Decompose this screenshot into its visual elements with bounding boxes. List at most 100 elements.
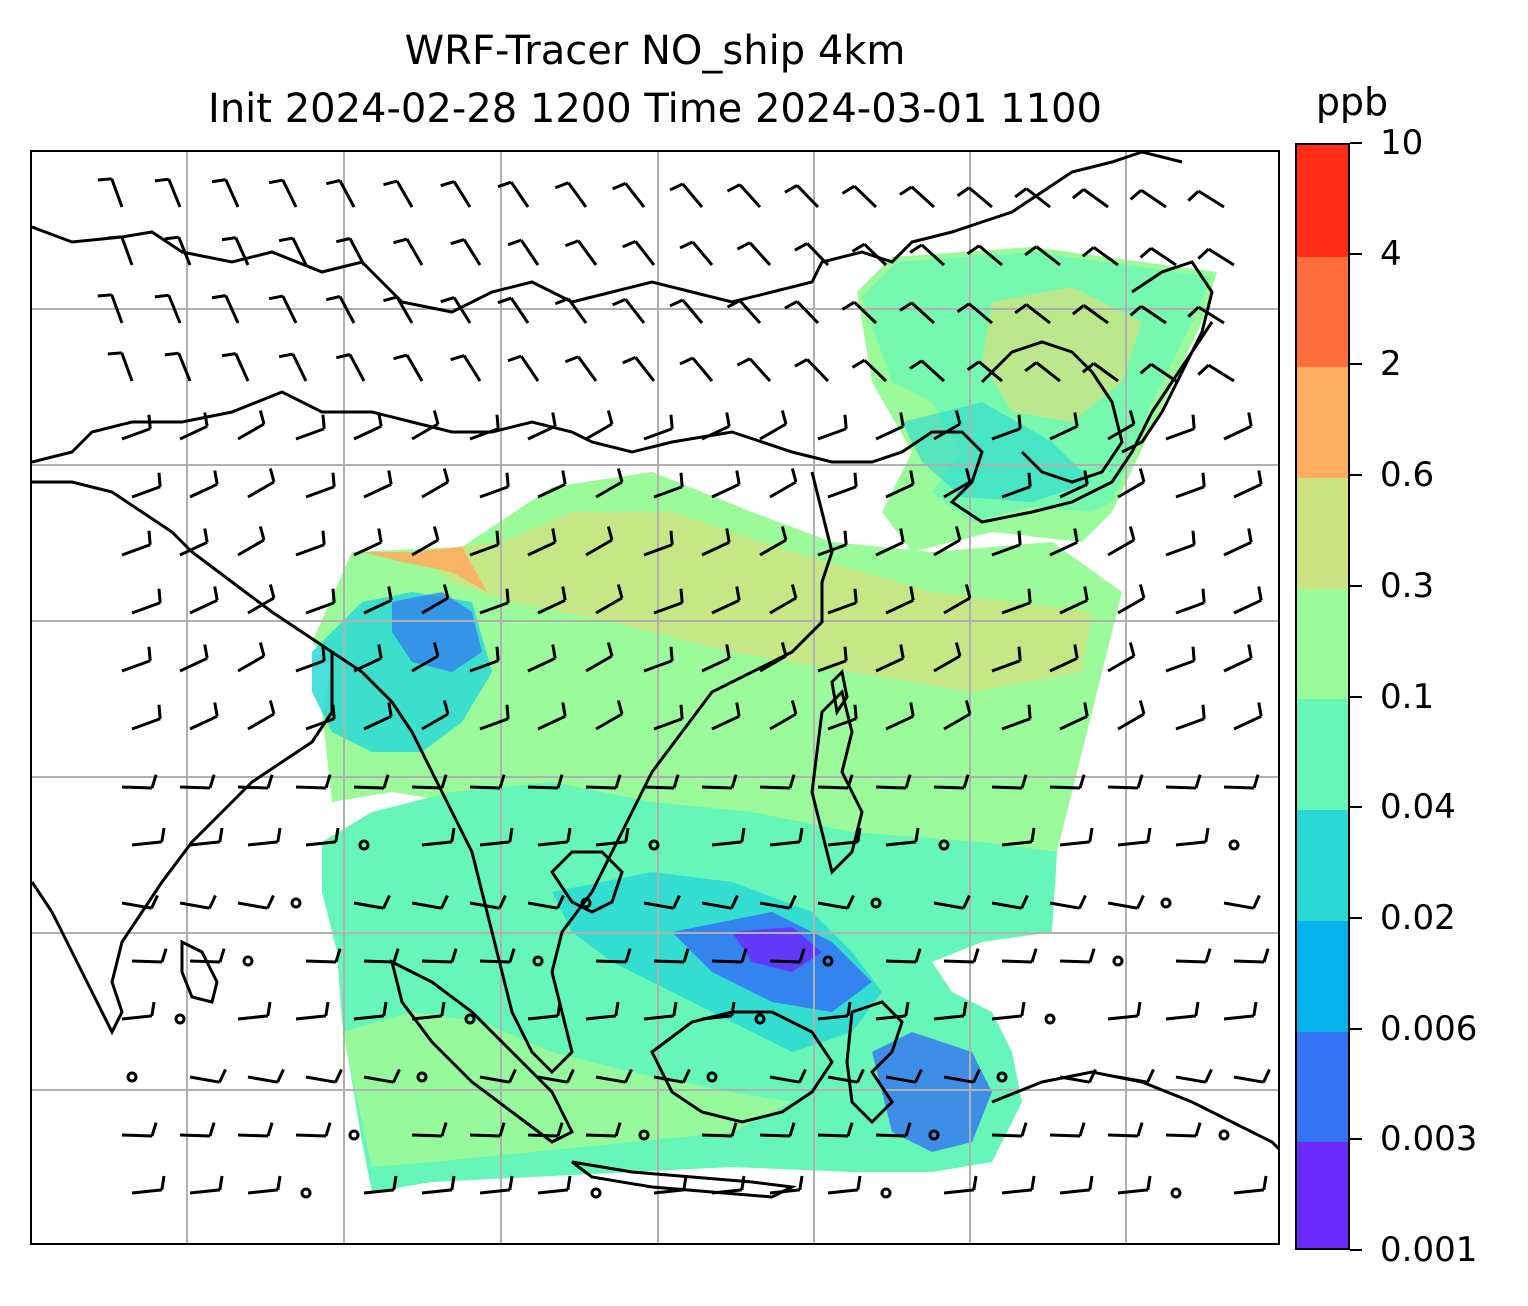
colorbar-tick xyxy=(1350,1027,1362,1030)
wind-barb-feather xyxy=(1194,1122,1202,1137)
wind-barb xyxy=(643,1014,674,1021)
tracer-band-central-core xyxy=(412,512,1092,692)
wind-barb-feather xyxy=(1139,363,1153,375)
coastline-newguinea xyxy=(991,1070,1278,1151)
wind-barb-feather xyxy=(154,293,169,299)
wind-barb-feather xyxy=(147,414,152,429)
wind-barb-feather xyxy=(1020,774,1028,789)
wind-barb-feather xyxy=(377,528,383,543)
wind-barb-feather xyxy=(669,646,674,661)
wind-barb xyxy=(452,296,472,324)
wind-barb-feather xyxy=(442,468,450,483)
wind-barb-feather xyxy=(784,184,798,194)
wind-barb xyxy=(738,183,762,209)
wind-barb xyxy=(978,244,1003,267)
wind-barb xyxy=(885,959,917,964)
wind-barb xyxy=(479,840,510,847)
wind-barb-feather xyxy=(954,526,962,541)
title-line-1: WRF-Tracer NO_ship 4km xyxy=(404,28,906,74)
wind-barb xyxy=(769,596,797,615)
wind-barb xyxy=(1223,540,1252,557)
wind-barb-feather xyxy=(1027,472,1032,487)
wind-barb-feather xyxy=(442,584,450,599)
coastline-gulf xyxy=(550,850,624,914)
wind-barb xyxy=(234,352,250,382)
wind-barb xyxy=(479,959,511,964)
wind-barb-feather xyxy=(505,704,510,719)
wind-barb-feather xyxy=(612,297,627,307)
colorbar-tick-label: 0.006 xyxy=(1380,1008,1478,1049)
wind-barb-feather xyxy=(1201,588,1206,603)
wind-barb xyxy=(585,654,613,673)
wind-barb-feather xyxy=(387,702,393,717)
wind-barb xyxy=(769,480,797,499)
wind-barb xyxy=(121,785,153,790)
wind-barb xyxy=(247,712,275,731)
wind-barb-feather xyxy=(382,1001,388,1017)
wind-barb xyxy=(1035,361,1061,383)
wind-barb-feather xyxy=(432,526,440,541)
wind-barb-feather xyxy=(1017,646,1022,661)
wind-barb xyxy=(968,186,993,209)
wind-barb-feather xyxy=(450,354,465,362)
wind-barb xyxy=(653,717,683,731)
wind-barb-feather xyxy=(497,296,512,305)
wind-barb xyxy=(1001,717,1031,731)
wind-barb-feather xyxy=(1129,189,1143,201)
wind-barb-feather xyxy=(726,299,741,309)
wind-barb-feather xyxy=(440,894,449,909)
wind-barb-feather xyxy=(616,468,624,483)
wind-barb-feather xyxy=(321,646,326,661)
wind-barb-feather xyxy=(507,238,522,247)
wind-barb xyxy=(769,1075,800,1084)
wind-barb xyxy=(1001,1188,1032,1195)
wind-barb-feather xyxy=(956,302,970,313)
wind-barb xyxy=(933,654,961,673)
wind-barb xyxy=(943,712,971,731)
wind-barb-feather xyxy=(508,948,516,963)
wind-barb xyxy=(701,1133,733,1138)
colorbar-tick-label: 0.04 xyxy=(1380,787,1456,828)
wind-barb-feather xyxy=(1020,894,1029,909)
wind-barb-feather xyxy=(440,774,448,789)
wind-barb xyxy=(1035,245,1061,267)
wind-barb-feather xyxy=(387,470,393,485)
wind-barb xyxy=(1175,959,1207,964)
wind-barb-feather xyxy=(1204,948,1212,963)
wind-barb xyxy=(1001,840,1032,847)
wind-barb xyxy=(701,540,730,557)
wind-barb xyxy=(295,785,327,790)
wind-barb xyxy=(353,424,382,441)
wind-barb xyxy=(827,485,857,499)
wind-barb-feather xyxy=(682,1175,688,1191)
wind-barb xyxy=(595,480,623,499)
wind-barb-feather xyxy=(331,588,336,603)
wind-barb xyxy=(131,959,163,964)
wind-barb xyxy=(363,714,392,731)
wind-barb-feather xyxy=(956,186,970,197)
wind-barb-feather xyxy=(258,642,266,657)
wind-barb xyxy=(121,901,152,910)
wind-barb-feather xyxy=(556,774,564,789)
wind-barb xyxy=(910,301,936,325)
colorbar-tick-label: 0.3 xyxy=(1380,565,1435,606)
wind-barb xyxy=(131,717,161,731)
wind-barb xyxy=(643,901,674,910)
wind-barb xyxy=(643,785,675,790)
wind-barb-feather xyxy=(851,358,866,369)
wind-barb-feather xyxy=(1204,1068,1213,1083)
wind-barb-feather xyxy=(160,1175,166,1191)
tracer-band-central-lowest xyxy=(392,592,482,672)
wind-barb xyxy=(1165,1133,1197,1138)
wind-barb xyxy=(479,485,509,499)
wind-barb-feather xyxy=(164,235,179,241)
tracer-band-north-inner xyxy=(902,402,1092,502)
wind-barb xyxy=(167,294,182,324)
wind-barb xyxy=(769,840,800,847)
wind-barb-feather xyxy=(157,704,162,719)
wind-barb xyxy=(1165,543,1195,557)
wind-barb xyxy=(796,184,820,209)
wind-barb xyxy=(527,424,556,441)
wind-barb xyxy=(817,1133,849,1138)
wind-barb xyxy=(395,180,414,208)
